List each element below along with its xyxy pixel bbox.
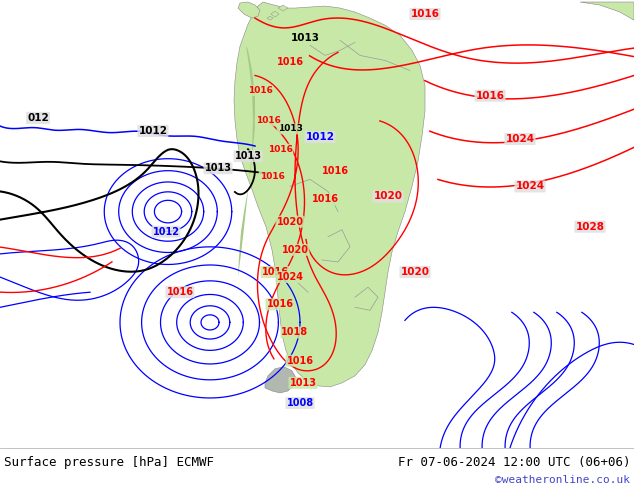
Text: 1016: 1016 xyxy=(268,145,292,153)
Text: Surface pressure [hPa] ECMWF: Surface pressure [hPa] ECMWF xyxy=(4,456,214,469)
Text: 1012: 1012 xyxy=(306,132,335,142)
Text: 1016: 1016 xyxy=(321,166,349,176)
Text: ©weatheronline.co.uk: ©weatheronline.co.uk xyxy=(495,475,630,485)
Text: 1016: 1016 xyxy=(167,287,193,297)
Text: 012: 012 xyxy=(27,113,49,123)
Polygon shape xyxy=(278,5,288,11)
Polygon shape xyxy=(267,16,273,20)
Text: 1012: 1012 xyxy=(138,126,167,136)
Text: 1016: 1016 xyxy=(259,172,285,181)
Text: 1013: 1013 xyxy=(235,151,261,161)
Text: 1016: 1016 xyxy=(410,9,439,19)
Polygon shape xyxy=(238,2,260,18)
Text: 1013: 1013 xyxy=(278,124,302,133)
Polygon shape xyxy=(238,46,255,277)
Text: 1016: 1016 xyxy=(476,91,505,101)
Text: 1018: 1018 xyxy=(281,327,309,338)
Text: 1012: 1012 xyxy=(153,227,179,237)
Text: Fr 07-06-2024 12:00 UTC (06+06): Fr 07-06-2024 12:00 UTC (06+06) xyxy=(398,456,630,469)
Text: 1024: 1024 xyxy=(276,272,304,282)
Text: 1013: 1013 xyxy=(205,163,231,173)
Text: 1016: 1016 xyxy=(276,57,304,68)
Polygon shape xyxy=(234,2,425,387)
Polygon shape xyxy=(271,11,279,17)
Polygon shape xyxy=(265,367,296,393)
Text: 1016: 1016 xyxy=(256,117,280,125)
Polygon shape xyxy=(580,2,634,20)
Text: 1013: 1013 xyxy=(290,33,320,43)
Text: 1020: 1020 xyxy=(276,217,304,227)
Text: 1024: 1024 xyxy=(505,134,534,144)
Text: 1016: 1016 xyxy=(261,267,288,277)
Text: 1024: 1024 xyxy=(515,181,545,192)
Text: 1020: 1020 xyxy=(373,192,403,201)
Text: 1028: 1028 xyxy=(576,221,604,232)
Text: 1016: 1016 xyxy=(311,195,339,204)
Text: 1016: 1016 xyxy=(266,299,294,309)
Text: 1020: 1020 xyxy=(401,267,429,277)
Text: 1013: 1013 xyxy=(290,378,316,388)
Text: 1020: 1020 xyxy=(281,245,309,255)
Text: 1016: 1016 xyxy=(247,86,273,95)
Text: 1016: 1016 xyxy=(287,356,313,366)
Text: 1008: 1008 xyxy=(287,398,314,408)
